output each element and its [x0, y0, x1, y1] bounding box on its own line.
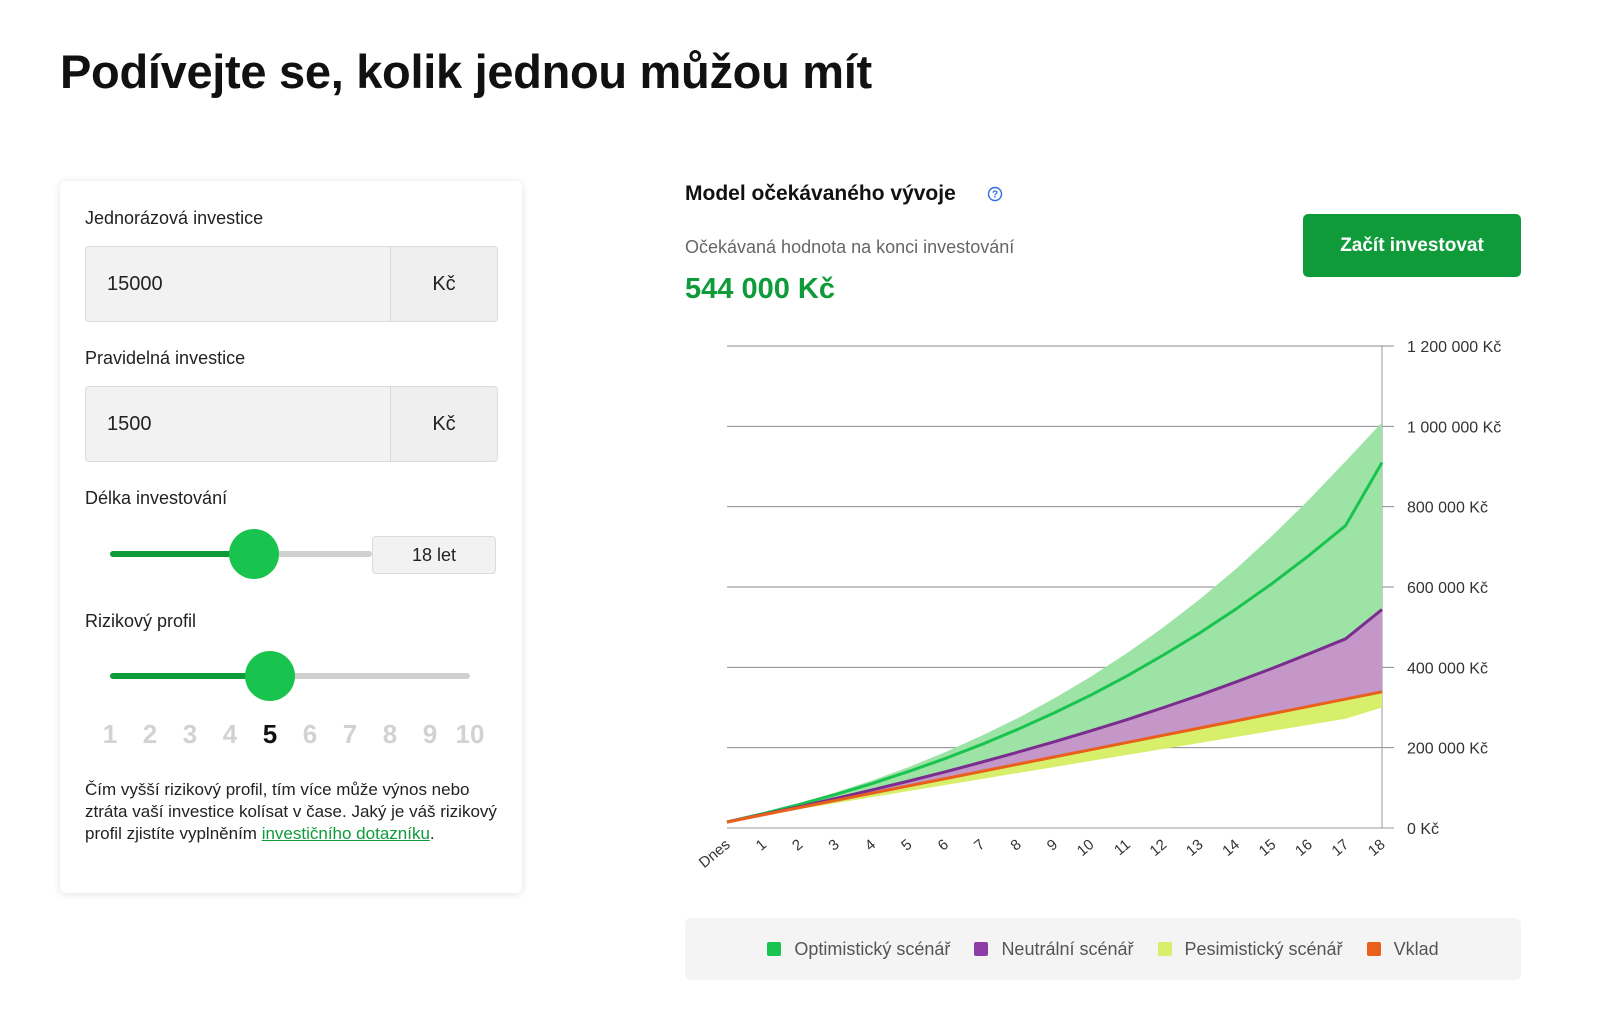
optimistic-band: [727, 422, 1382, 822]
questionnaire-link[interactable]: investičního dotazníku: [261, 824, 430, 843]
neutral-band: [727, 609, 1382, 822]
risk-scale-9[interactable]: 9: [422, 719, 438, 749]
model-title: Model očekávaného vývoje: [685, 182, 956, 205]
x-tick-label: 15: [1256, 836, 1280, 860]
x-tick-label: 7: [971, 836, 988, 854]
optimistic-line: [726, 461, 1384, 824]
x-tick-label: 6: [935, 836, 952, 854]
regular-investment-input[interactable]: 1500: [107, 412, 152, 435]
y-tick-label: 800 000 Kč: [1407, 500, 1488, 517]
projection-chart: 0 Kč 200 000 Kč 400 000 Kč 600 000 Kč 800 00…: [696, 339, 1501, 872]
risk-scale-6[interactable]: 6: [302, 719, 318, 749]
regular-investment-field: 1500 Kč: [85, 386, 498, 462]
one-time-investment-input[interactable]: 15000: [107, 272, 163, 295]
calculator-card: Jednorázová investice 15000 Kč Pravideln…: [60, 181, 522, 893]
svg-text:?: ?: [992, 190, 998, 201]
x-tick-label: 5: [898, 836, 915, 854]
x-tick-label: 16: [1292, 836, 1316, 860]
chart-legend: Optimistický scénář Neutrální scénář Pesim…: [685, 918, 1521, 980]
legend-item: Neutrální scénář: [974, 938, 1134, 960]
risk-scale: 1 2 3 4 5 6 7 8 9 10: [100, 719, 490, 753]
duration-value-box[interactable]: 18 let: [372, 536, 496, 574]
y-tick-label: 1 200 000 Kč: [1407, 339, 1501, 356]
legend-swatch: [974, 942, 989, 956]
page-title: Podívejte se, kolik jednou můžou mít: [60, 45, 872, 98]
risk-note: Čím vyšší rizikový profil, tím více může…: [85, 779, 505, 845]
y-tick-label: 600 000 Kč: [1407, 580, 1488, 597]
y-tick-label: 200 000 Kč: [1407, 741, 1488, 758]
y-tick-label: 0 Kč: [1407, 821, 1439, 838]
risk-scale-4[interactable]: 4: [222, 719, 238, 749]
x-tick-label: 1: [753, 836, 770, 854]
duration-slider-fill: [110, 551, 255, 557]
risk-scale-1[interactable]: 1: [102, 719, 118, 749]
x-tick-label: 4: [862, 836, 879, 854]
y-tick-label: 1 000 000 Kč: [1407, 419, 1501, 436]
risk-profile-label: Rizikový profil: [85, 611, 197, 631]
x-tick-label: Dnes: [696, 836, 734, 872]
x-tick-label: 8: [1007, 836, 1024, 854]
legend-swatch: [767, 942, 782, 956]
neutral-line: [726, 608, 1383, 824]
risk-scale-5[interactable]: 5: [262, 719, 278, 749]
legend-label: Pesimistický scénář: [1184, 938, 1343, 959]
duration-label: Délka investování: [85, 488, 228, 508]
one-time-investment-label: Jednorázová investice: [85, 208, 264, 228]
risk-slider-fill: [110, 673, 270, 679]
risk-scale-8[interactable]: 8: [382, 719, 398, 749]
legend-swatch: [1366, 942, 1381, 956]
legend-label: Optimistický scénář: [794, 938, 951, 959]
legend-item: Pesimistický scénář: [1157, 938, 1343, 960]
risk-scale-3[interactable]: 3: [182, 719, 198, 749]
legend-item: Optimistický scénář: [767, 939, 950, 960]
expected-value-label: Očekávaná hodnota na konci investování: [685, 237, 1015, 257]
duration-slider-thumb[interactable]: [229, 529, 280, 579]
x-tick-label: 17: [1328, 836, 1352, 860]
question-circle-icon[interactable]: ?: [987, 186, 1003, 202]
x-tick-label: 12: [1147, 836, 1171, 860]
x-tick-label: 11: [1111, 836, 1134, 859]
x-tick-label: 2: [789, 836, 806, 854]
x-tick-label: 9: [1044, 836, 1061, 854]
deposit-line: [726, 690, 1383, 824]
risk-note-end: .: [429, 824, 435, 843]
risk-scale-7[interactable]: 7: [342, 719, 358, 749]
risk-scale-10[interactable]: 10: [455, 719, 485, 749]
legend-label: Vklad: [1393, 938, 1439, 959]
y-tick-label: 400 000 Kč: [1407, 660, 1488, 677]
x-tick-label: 18: [1365, 836, 1389, 860]
risk-slider-thumb[interactable]: [244, 651, 295, 701]
legend-item: Vklad: [1366, 938, 1439, 960]
one-time-investment-unit: Kč: [390, 247, 497, 321]
x-tick-label: 10: [1074, 836, 1098, 860]
one-time-investment-field: 15000 Kč: [85, 246, 498, 322]
x-tick-label: 13: [1183, 836, 1207, 860]
expected-value: 544 000 Kč: [685, 273, 835, 305]
risk-note-text: Čím vyšší rizikový profil, tím více může…: [85, 780, 497, 843]
x-tick-label: 3: [825, 836, 842, 854]
legend-label: Neutrální scénář: [1001, 938, 1134, 959]
regular-investment-unit: Kč: [390, 387, 497, 461]
x-tick-label: 14: [1219, 836, 1243, 860]
risk-scale-2[interactable]: 2: [142, 719, 158, 749]
regular-investment-label: Pravidelná investice: [85, 348, 246, 368]
legend-swatch: [1157, 942, 1172, 956]
start-investing-button[interactable]: Začít investovat: [1303, 214, 1521, 277]
